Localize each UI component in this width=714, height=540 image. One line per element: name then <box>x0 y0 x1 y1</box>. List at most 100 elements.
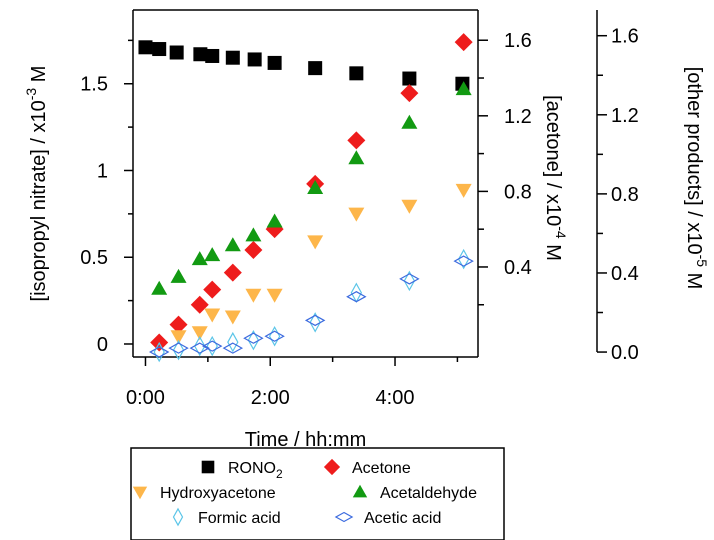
rono-point <box>349 66 364 81</box>
products-tick-label: 1.6 <box>611 26 639 48</box>
legend-hydroxyacetone-marker <box>132 486 148 500</box>
legend-hydroxyacetone-label: Hydroxyacetone <box>160 485 276 502</box>
legend-label-text: Formic acid <box>198 510 281 527</box>
legend-formic-acid-marker <box>172 507 184 527</box>
acetaldehyde-point <box>401 114 418 129</box>
acetone-point <box>223 263 242 282</box>
acetaldehyde-point <box>204 247 221 262</box>
legend-acetaldehyde-label: Acetaldehyde <box>380 485 477 502</box>
legend-label-text: RONO <box>228 460 276 477</box>
legend-label-subscript: 2 <box>276 467 283 481</box>
hydroxyacetone-point <box>401 199 418 214</box>
rono-point <box>205 48 220 63</box>
series-hydroxyacetone <box>170 183 472 345</box>
hydroxyacetone-point <box>266 288 283 303</box>
formic-acid-point <box>227 331 239 353</box>
hydroxyacetone-point <box>170 330 187 345</box>
hydroxyacetone-point <box>307 235 324 250</box>
legend-acetone-label: Acetone <box>352 460 411 477</box>
legend-box <box>130 447 505 540</box>
acetone-tick-label: 0.4 <box>504 257 532 279</box>
hydroxyacetone-point <box>348 207 365 222</box>
acetaldehyde-point <box>191 251 208 266</box>
series-acetic-acid <box>148 255 474 358</box>
acetone-axis-title-exponent: -4 <box>553 226 569 239</box>
acetone-point <box>454 33 473 52</box>
acetic-acid-point <box>264 330 285 342</box>
acetone-point <box>400 84 419 103</box>
rono-point <box>308 61 323 76</box>
rono-point <box>152 42 167 57</box>
acetone-point <box>190 295 209 314</box>
formic-acid-point <box>206 335 218 357</box>
legend-acetic-acid-marker <box>334 511 354 523</box>
left-tick-label: 1.5 <box>80 74 108 96</box>
left-axis-title-unit: M <box>28 66 50 88</box>
acetaldehyde-point <box>266 213 283 228</box>
acetaldehyde-point <box>307 179 324 194</box>
rono-point <box>225 50 240 65</box>
acetone-tick-label: 1.2 <box>504 106 532 128</box>
x-axis-title: Time / hh:mm <box>245 429 367 451</box>
rono-point <box>193 47 208 62</box>
acetaldehyde-point <box>455 81 472 96</box>
products-tick-label: 1.2 <box>611 105 639 127</box>
left-axis-title-main: [isopropyl nitrate] / x10 <box>28 100 50 301</box>
data-marks <box>138 33 474 363</box>
formic-acid-point <box>268 326 281 347</box>
legend-formic-acid-label: Formic acid <box>198 510 281 527</box>
acetone-axis-title-main: [acetone] / x10 <box>542 95 564 226</box>
acetaldehyde-point <box>224 237 241 252</box>
left-tick-label: 0 <box>97 334 108 356</box>
left-tick-label: 0.5 <box>80 247 108 269</box>
formic-acid-point <box>309 312 321 333</box>
products-tick-label: 0.8 <box>611 184 639 206</box>
acetic-acid-point <box>399 273 420 285</box>
hydroxyacetone-point <box>224 310 241 325</box>
acetic-acid-point <box>243 332 264 344</box>
acetaldehyde-point <box>151 280 168 295</box>
legend-label-text: Acetone <box>352 460 411 477</box>
series-acetaldehyde <box>151 81 472 295</box>
legend-rono-marker <box>201 460 215 474</box>
acetic-acid-point <box>346 291 367 303</box>
x-tick-label: 0:00 <box>126 387 165 409</box>
acetone-point <box>169 315 188 334</box>
acetone-point <box>203 280 222 299</box>
legend-rono-label: RONO2 <box>228 460 283 481</box>
x-tick-label: 2:00 <box>251 387 290 409</box>
hydroxyacetone-point <box>204 308 221 323</box>
axes: 0:00 2:00 4:00 Time / hh:mm 0 0.5 1 1.5 [isoprop… <box>23 9 711 451</box>
acetaldehyde-point <box>170 268 187 283</box>
acetone-tick-label: 0.8 <box>504 181 532 203</box>
legend: RONO2 Acetone Hydroxyacetone Acetaldehyde Fo… <box>130 447 505 540</box>
acetic-acid-point <box>304 314 326 327</box>
acetone-tick-label: 1.6 <box>504 30 532 52</box>
acetone-axis-title: [acetone] / x10-4 M <box>542 95 570 261</box>
rono-point <box>169 45 184 60</box>
acetic-acid-point <box>189 342 210 354</box>
acetaldehyde-point <box>245 227 262 242</box>
rono-point <box>247 52 262 67</box>
hydroxyacetone-point <box>191 326 208 341</box>
acetaldehyde-point <box>348 150 365 165</box>
products-axis-title-unit: M <box>683 267 705 289</box>
legend-acetic-acid-label: Acetic acid <box>364 510 441 527</box>
products-axis-title-exponent: -5 <box>694 255 710 268</box>
products-axis-title-main: [other products] / x10 <box>683 67 705 255</box>
acetic-acid-point <box>201 340 223 352</box>
products-axis-title: [other products] / x10-5 M <box>683 67 711 290</box>
legend-label-text: Acetaldehyde <box>380 485 477 502</box>
acetic-acid-point <box>148 346 170 358</box>
products-tick-label: 0.0 <box>611 342 639 364</box>
formic-acid-point <box>403 270 416 292</box>
legend-acetaldehyde-marker <box>352 484 368 498</box>
rono-point <box>138 40 153 55</box>
legend-label-text: Acetic acid <box>364 510 441 527</box>
left-tick-label: 1 <box>97 160 108 182</box>
series-rono <box>138 40 470 91</box>
acetone-point <box>244 240 263 259</box>
acetic-acid-point <box>222 342 244 354</box>
left-axis-title-exponent: -3 <box>23 88 39 101</box>
